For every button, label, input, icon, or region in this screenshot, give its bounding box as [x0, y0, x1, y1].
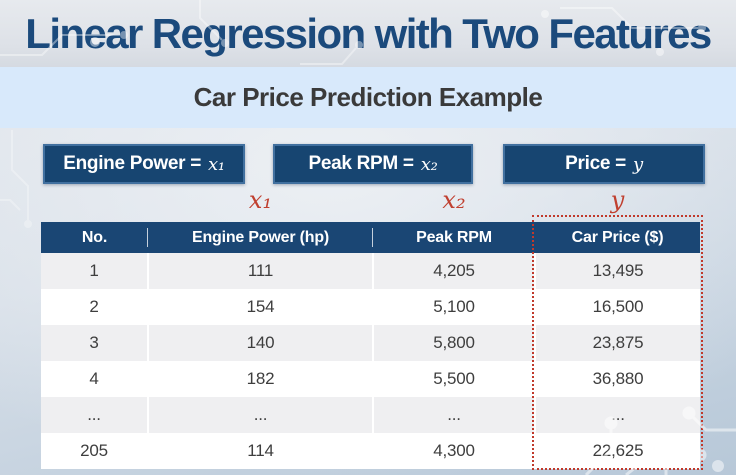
cell-no: ...: [87, 405, 101, 424]
cell-peak-rpm: 5,800: [372, 325, 535, 361]
page-subtitle: Car Price Prediction Example: [193, 82, 543, 112]
table-row: 1 111 4,205 13,495: [41, 253, 700, 289]
cell-car-price: 13,495: [534, 253, 700, 289]
table-row: 2 154 5,100 16,500: [41, 289, 700, 325]
cell-peak-rpm: 5,100: [372, 289, 535, 325]
cell-car-price: 36,880: [534, 361, 700, 397]
column-variable-y: y: [610, 186, 625, 214]
table-row-ellipsis: ... ... ... ...: [41, 397, 700, 433]
cell-no: 3: [89, 333, 99, 352]
cell-engine-power: ...: [147, 397, 373, 433]
car-data-table: No. Engine Power (hp) Peak RPM Car Price…: [41, 222, 700, 469]
header-no: No.: [41, 222, 149, 253]
feature-box-label: Engine Power =: [63, 153, 202, 174]
cell-no: 4: [89, 369, 99, 388]
feature-box-variable: x₁: [208, 153, 225, 175]
cell-car-price: 16,500: [534, 289, 700, 325]
header-peak-rpm: Peak RPM: [373, 222, 535, 253]
feature-box-variable: y: [632, 153, 643, 175]
header-car-price: Car Price ($): [535, 222, 700, 253]
table-header-row: No. Engine Power (hp) Peak RPM Car Price…: [41, 222, 700, 253]
title-band: Linear Regression with Two Features: [0, 0, 736, 67]
cell-no: 2: [89, 297, 99, 316]
table-row: 3 140 5,800 23,875: [41, 325, 700, 361]
cell-car-price: 23,875: [534, 325, 700, 361]
feature-box-engine-power: Engine Power = x₁: [43, 144, 245, 184]
feature-box-peak-rpm: Peak RPM = x₂: [273, 144, 473, 184]
header-engine-power: Engine Power (hp): [148, 222, 374, 253]
cell-engine-power: 154: [147, 289, 373, 325]
subtitle-band: Car Price Prediction Example: [0, 67, 736, 128]
table-row: 205 114 4,300 22,625: [41, 433, 700, 469]
cell-no: 205: [80, 441, 108, 460]
cell-engine-power: 140: [147, 325, 373, 361]
cell-car-price: 22,625: [534, 433, 700, 469]
feature-box-variable: x₂: [420, 153, 438, 175]
cell-peak-rpm: 4,300: [372, 433, 535, 469]
cell-peak-rpm: 4,205: [372, 253, 535, 289]
table-row: 4 182 5,500 36,880: [41, 361, 700, 397]
feature-box-label: Peak RPM =: [308, 153, 414, 174]
page-title: Linear Regression with Two Features: [25, 9, 712, 57]
feature-box-label: Price =: [565, 153, 626, 174]
cell-peak-rpm: ...: [372, 397, 535, 433]
cell-engine-power: 182: [147, 361, 373, 397]
cell-no: 1: [89, 261, 99, 280]
column-variable-x2: x₂: [442, 186, 466, 214]
cell-peak-rpm: 5,500: [372, 361, 535, 397]
feature-box-price: Price = y: [503, 144, 705, 184]
cell-engine-power: 114: [147, 433, 373, 469]
cell-car-price: ...: [534, 397, 700, 433]
cell-engine-power: 111: [147, 253, 373, 289]
column-variable-x1: x₁: [248, 186, 273, 214]
